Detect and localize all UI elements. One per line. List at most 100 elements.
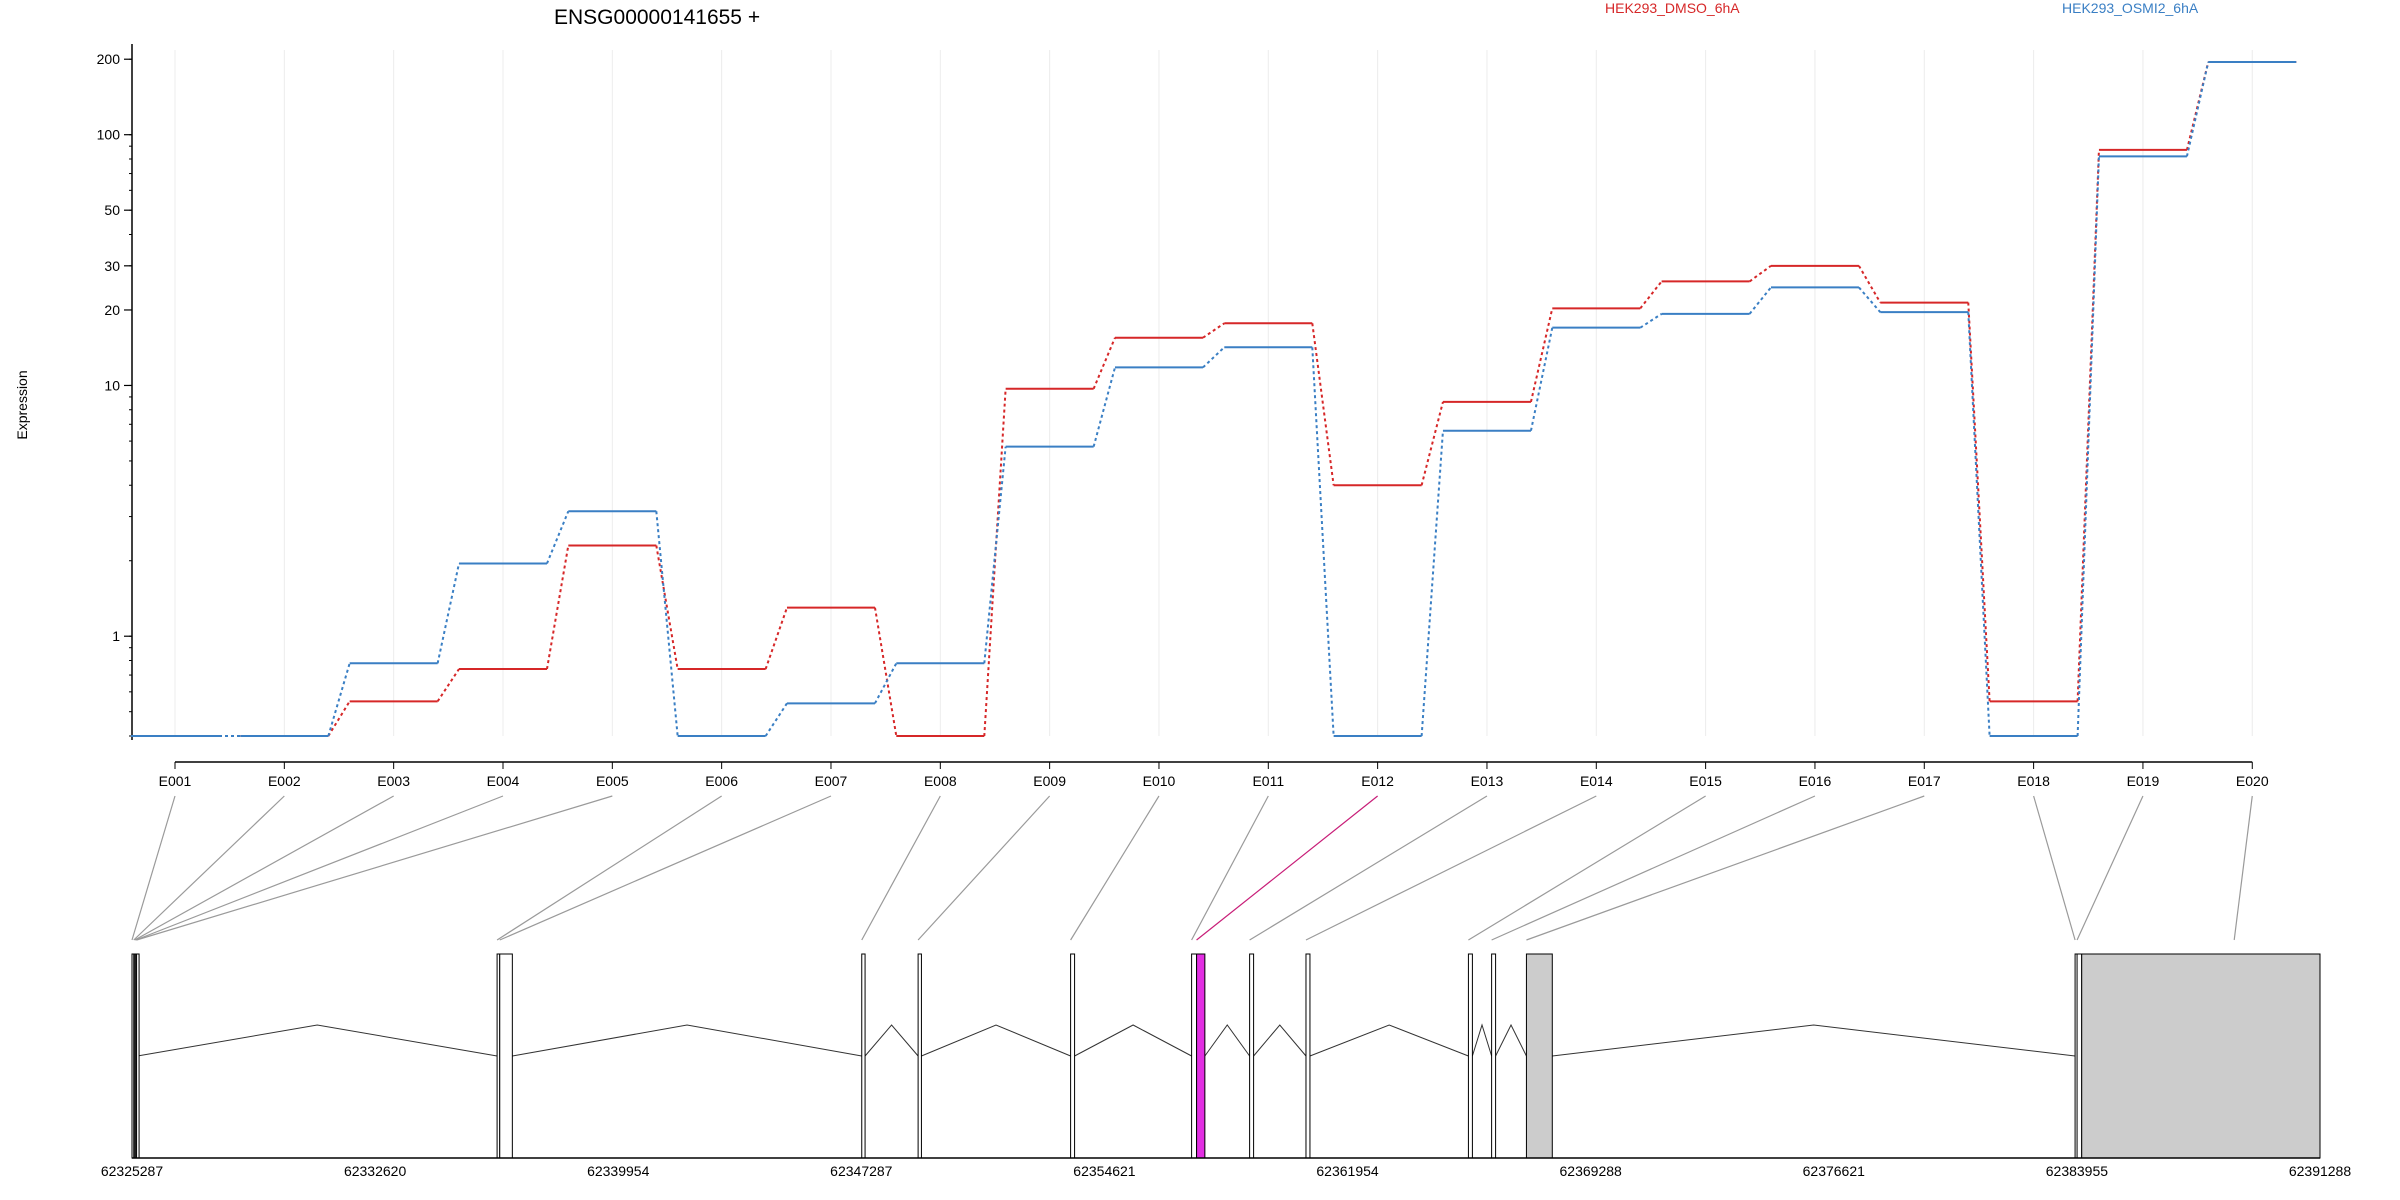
x-tick-label: E018: [2017, 773, 2050, 789]
connector-e015: [1468, 795, 1706, 941]
series-connector: [546, 510, 570, 564]
series-connector: [1202, 322, 1225, 339]
series-connector: [1748, 286, 1772, 315]
x-tick-label: E008: [924, 773, 957, 789]
series-connector: [1311, 347, 1335, 737]
exon-e011: [1191, 953, 1198, 1159]
x-tick-label: E011: [1252, 773, 1284, 789]
exon-e017: [1525, 953, 1553, 1159]
series-connector: [983, 388, 1007, 737]
series-connector: [764, 702, 788, 737]
connector-e005: [136, 795, 613, 941]
x-tick-label: E009: [1033, 773, 1066, 789]
intron: [137, 1024, 498, 1057]
x-tick-label: E010: [1143, 773, 1176, 789]
series-dmso: [131, 60, 2297, 737]
exon-e014: [1305, 953, 1311, 1159]
series-connector: [1420, 401, 1444, 486]
exon-e009: [917, 953, 922, 1159]
series-connector: [874, 662, 898, 704]
intron: [1204, 1024, 1251, 1057]
series-connector: [1311, 323, 1335, 486]
exon-e012: [1196, 953, 1206, 1159]
series-connector: [1967, 312, 1991, 737]
x-tick-label: E003: [377, 773, 410, 789]
connector-e001: [131, 795, 176, 941]
chart-title: ENSG00000141655 +: [554, 6, 760, 29]
series-connector: [1420, 430, 1444, 737]
series-connector: [327, 700, 351, 737]
x-tick-label: E013: [1471, 773, 1504, 789]
intron: [1074, 1024, 1192, 1057]
exon-e020: [2081, 953, 2321, 1159]
intron: [1471, 1023, 1493, 1057]
x-tick-label: E007: [815, 773, 848, 789]
intron: [1253, 1024, 1307, 1057]
series-osmi2: [131, 60, 2297, 737]
coordinate-label: 62376621: [1803, 1163, 1866, 1179]
series-connector: [983, 446, 1007, 664]
connector-e003: [134, 795, 394, 941]
x-tick-label: E016: [1799, 773, 1832, 789]
gene-model: [131, 953, 2321, 1159]
coordinate-label: 62383955: [2046, 1163, 2109, 1179]
y-tick-label: 200: [97, 51, 121, 67]
y-tick-label: 1: [112, 628, 120, 644]
connector-e012: [1196, 795, 1379, 941]
connector-e006: [496, 795, 722, 941]
coordinate-label: 62339954: [587, 1163, 650, 1179]
coordinate-label: 62347287: [830, 1163, 893, 1179]
series-connector: [764, 607, 788, 670]
intron: [1309, 1024, 1469, 1057]
coordinate-label: 62354621: [1073, 1163, 1136, 1179]
exon-e005: [136, 953, 140, 1159]
connector-e020: [2233, 795, 2253, 941]
intron: [1552, 1024, 2076, 1057]
connector-e014: [1305, 795, 1597, 941]
series-connector: [1639, 313, 1663, 329]
x-tick-label: E015: [1689, 773, 1722, 789]
connector-e010: [1070, 795, 1160, 941]
x-tick-label: E004: [487, 773, 520, 789]
series-connector: [2076, 156, 2100, 737]
intron: [512, 1024, 862, 1057]
series-connector: [2076, 149, 2100, 702]
grid-lines: [174, 50, 2253, 736]
y-axis: 1 10 20 30 50 100 200: [97, 44, 133, 740]
x-tick-label: E006: [705, 773, 738, 789]
series-layer: [131, 60, 2297, 737]
legend-entry-dmso: HEK293_DMSO_6hA: [1605, 0, 1740, 16]
connector-e019: [2076, 795, 2144, 941]
exon-e016: [1491, 953, 1497, 1159]
y-tick-label: 20: [104, 302, 120, 318]
coordinate-label: 62325287: [101, 1163, 164, 1179]
x-tick-label: E017: [1908, 773, 1941, 789]
y-tick-label: 30: [104, 258, 120, 274]
y-axis-label: Expression: [14, 370, 30, 439]
exon-e008: [861, 953, 866, 1159]
intron: [921, 1024, 1071, 1057]
series-connector: [1202, 346, 1225, 369]
x-tick-label: E012: [1361, 773, 1394, 789]
x-tick-label: E020: [2236, 773, 2269, 789]
connector-e009: [917, 795, 1051, 941]
coordinate-label: 62391288: [2289, 1163, 2352, 1179]
intron: [864, 1024, 919, 1057]
series-connector: [1092, 367, 1116, 447]
series-connector: [1749, 265, 1772, 283]
series-connector: [655, 545, 679, 670]
series-connector: [1639, 280, 1663, 309]
coordinate-axis: 62325287 62332620 62339954 62347287 62354621…: [101, 1157, 2352, 1179]
exon-e010: [1070, 953, 1076, 1159]
x-tick-label: E005: [596, 773, 629, 789]
x-tick-label: E002: [268, 773, 301, 789]
connector-e016: [1491, 795, 1816, 941]
exon-e013: [1249, 953, 1255, 1159]
series-connector: [655, 511, 679, 737]
series-connector: [1858, 286, 1882, 313]
series-connector: [327, 662, 351, 737]
connector-e018: [2033, 795, 2076, 941]
exon-connectors: [131, 795, 2253, 941]
series-connector: [2185, 61, 2210, 151]
